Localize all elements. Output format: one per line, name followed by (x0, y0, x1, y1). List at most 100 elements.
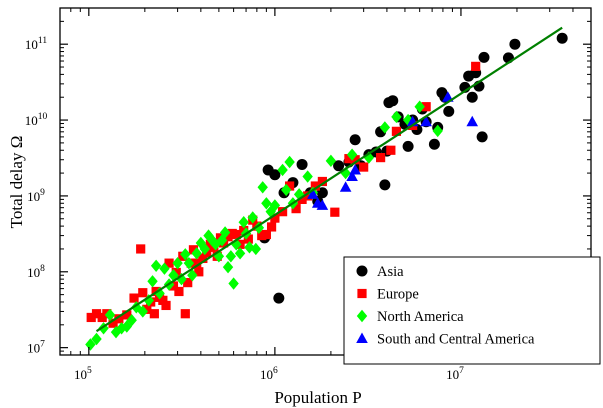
legend-marker (357, 288, 367, 299)
data-point (349, 163, 361, 175)
data-point (126, 314, 137, 327)
data-point (310, 181, 320, 191)
legend-box (343, 256, 601, 365)
data-point (143, 294, 154, 307)
data-point (391, 110, 402, 124)
data-point (466, 91, 478, 103)
y-tick-label: 108 (27, 264, 45, 280)
data-point (421, 102, 431, 112)
data-point (136, 244, 146, 254)
data-point (183, 278, 193, 288)
legend-marker (356, 265, 368, 277)
data-point (149, 309, 159, 319)
data-point (97, 312, 107, 323)
data-point (257, 230, 267, 241)
data-point (219, 226, 231, 239)
data-point (296, 158, 308, 170)
data-point (154, 287, 165, 300)
legend-label: Europe (377, 287, 419, 303)
fit-line-layer (95, 26, 563, 333)
data-point (391, 126, 402, 136)
data-point (346, 148, 358, 161)
data-point (114, 314, 124, 324)
data-point (85, 338, 96, 351)
data-point (194, 267, 204, 277)
data-point (280, 183, 292, 197)
data-point (147, 275, 158, 288)
data-point (266, 222, 277, 232)
data-point (174, 286, 184, 297)
data-point (142, 304, 152, 314)
data-point (302, 170, 313, 183)
data-point (316, 199, 329, 210)
data-point (168, 269, 179, 282)
data-point (466, 115, 479, 127)
data-point (137, 305, 148, 318)
data-point (273, 292, 285, 304)
data-point (199, 242, 210, 256)
legend-label: South and Central America (377, 332, 535, 348)
y-tick-label: 1011 (25, 36, 47, 52)
plot-frame (59, 7, 592, 356)
data-point (91, 332, 102, 346)
data-point (261, 229, 271, 240)
data-point (234, 247, 246, 260)
data-point (164, 258, 174, 268)
data-point (158, 295, 168, 305)
data-point (228, 277, 239, 290)
data-point (284, 155, 295, 169)
data-point (161, 300, 171, 311)
data-point (243, 234, 253, 244)
data-point (339, 181, 352, 192)
data-point (91, 309, 102, 319)
legend: Asia Europe North America South and Central… (343, 256, 601, 365)
data-point (238, 216, 249, 229)
data-point (478, 51, 490, 63)
data-point (379, 179, 391, 191)
data-point (307, 188, 319, 199)
data-point (159, 262, 170, 275)
series-south-and-central-america (307, 91, 479, 210)
data-point (180, 248, 191, 261)
x-axis-label: Population P (274, 388, 361, 407)
x-tick-label: 107 (446, 366, 464, 382)
data-point (333, 160, 345, 172)
data-point (198, 253, 208, 264)
legend-marker (356, 309, 368, 323)
data-point (172, 256, 183, 270)
data-point (257, 181, 268, 194)
legend-label: Asia (377, 264, 404, 280)
data-point (349, 134, 361, 146)
data-point (231, 229, 241, 240)
data-point (350, 155, 360, 165)
data-point (325, 154, 337, 168)
data-point (402, 140, 414, 152)
data-point (122, 310, 132, 320)
data-point (270, 213, 280, 223)
data-point (104, 308, 116, 322)
data-point (297, 194, 307, 204)
legend-marker (356, 332, 368, 343)
data-point (250, 242, 262, 256)
data-point (183, 256, 195, 270)
data-point (420, 115, 432, 127)
legend-label: North America (377, 309, 464, 325)
data-point (556, 32, 568, 44)
data-point (150, 259, 162, 272)
data-point (387, 95, 399, 107)
data-point (303, 191, 313, 201)
data-point (269, 199, 281, 212)
x-tick-label: 105 (74, 366, 92, 382)
data-point (330, 207, 340, 217)
data-point (195, 236, 207, 250)
data-point (187, 269, 198, 282)
data-point (277, 207, 288, 217)
data-point (359, 162, 369, 172)
data-point (509, 38, 521, 50)
y-tick-label: 107 (27, 340, 45, 356)
data-point (432, 124, 443, 138)
data-point (131, 301, 142, 314)
series-north-america (85, 100, 443, 351)
data-point (261, 197, 272, 210)
